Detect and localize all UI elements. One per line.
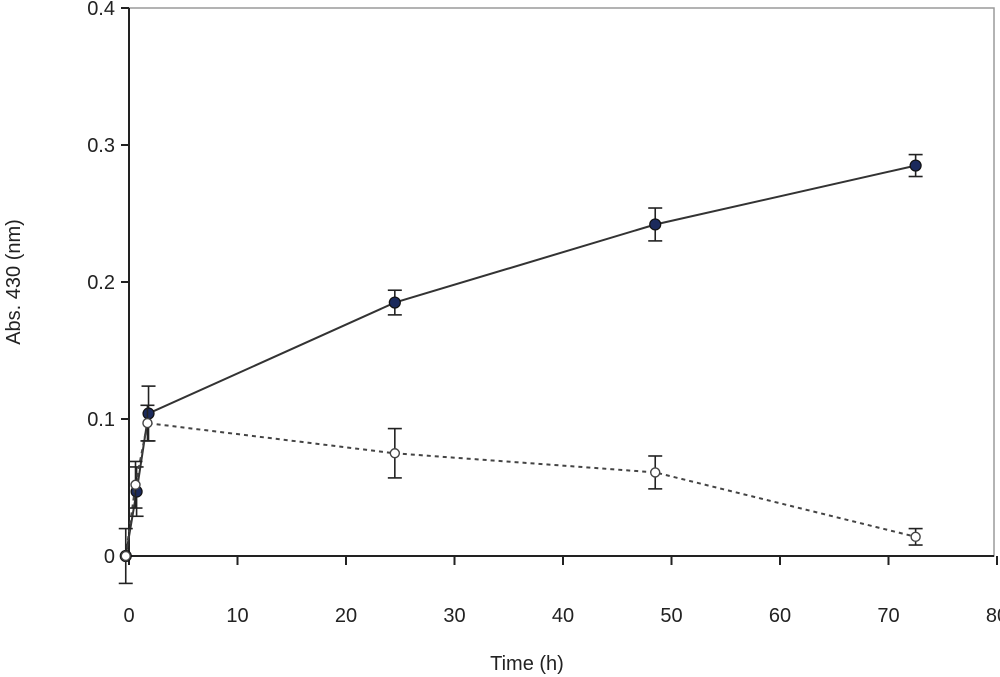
series-1-line	[124, 164, 916, 557]
plot-area: 0 0.1 0.2 0.3 0.4 0 10 20 30 40 50 60 70 80	[87, 0, 1000, 627]
y-tick-label: 0.3	[87, 135, 115, 157]
series-1-point	[388, 296, 401, 309]
x-tick-label: 50	[660, 605, 682, 627]
plot-frame	[128, 7, 995, 557]
x-tick-label: 0	[123, 605, 134, 627]
x-tick-label: 30	[443, 605, 465, 627]
y-axis-title: Abs. 430 (nm)	[3, 219, 25, 345]
series-1-point	[142, 407, 155, 420]
y-tick-label: 0.1	[87, 409, 115, 431]
series-2-point	[389, 448, 401, 459]
series-2-line	[124, 421, 916, 557]
x-tick-label: 60	[769, 605, 791, 627]
x-tick-label: 20	[335, 605, 357, 627]
x-tick-label: 10	[226, 605, 248, 627]
series-1-point	[649, 218, 662, 231]
series-2-point	[650, 467, 661, 478]
series-2-point	[142, 417, 153, 429]
series-1-point	[909, 159, 922, 172]
x-tick-label: 70	[877, 605, 899, 627]
y-tick-label: 0	[104, 546, 115, 568]
x-tick-label: 40	[552, 605, 574, 627]
y-tick-label: 0.4	[87, 0, 115, 20]
x-axis-title: Time (h)	[490, 653, 564, 675]
series-2-point	[130, 479, 141, 490]
x-tick-label: 80	[986, 605, 1000, 627]
y-tick-label: 0.2	[87, 272, 115, 294]
series-2-point	[120, 550, 131, 562]
series-2-point	[910, 531, 921, 543]
